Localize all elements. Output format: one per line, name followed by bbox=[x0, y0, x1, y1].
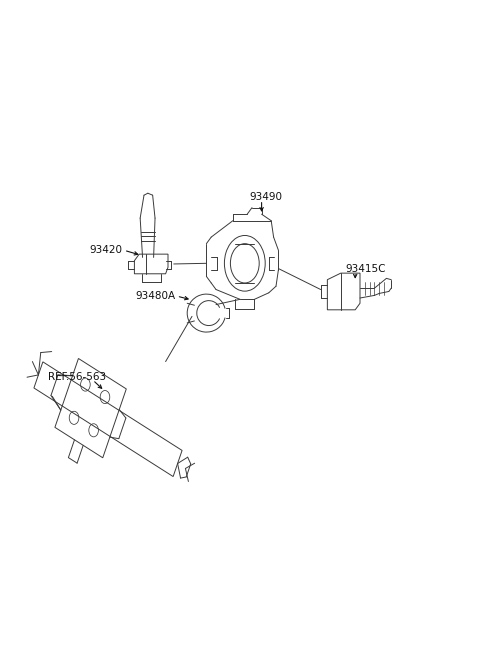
Text: 93480A: 93480A bbox=[135, 291, 175, 301]
Text: 93420: 93420 bbox=[89, 245, 122, 255]
Text: REF.56-563: REF.56-563 bbox=[48, 371, 106, 382]
Text: 93490: 93490 bbox=[250, 191, 283, 202]
Text: 93415C: 93415C bbox=[346, 263, 386, 274]
